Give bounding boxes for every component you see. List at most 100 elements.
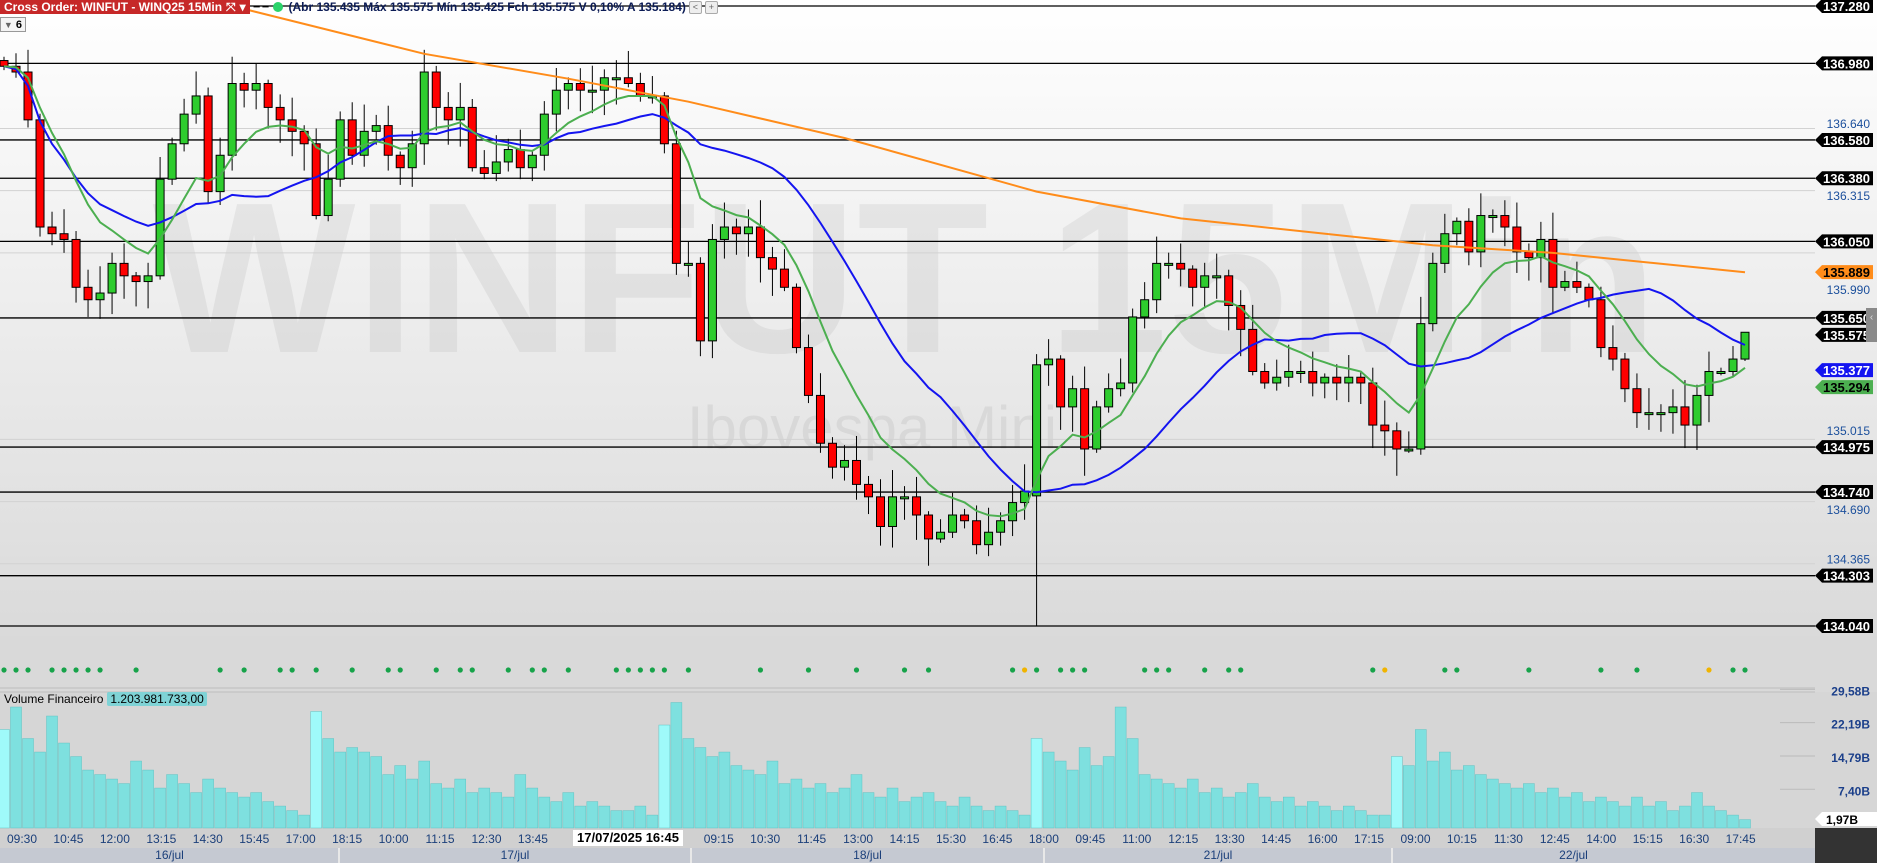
candle[interactable]	[71, 238, 81, 288]
candle[interactable]	[215, 154, 225, 193]
candle[interactable]	[1296, 370, 1306, 374]
candle[interactable]	[455, 106, 465, 121]
candle[interactable]	[407, 143, 417, 169]
candle[interactable]	[551, 89, 561, 115]
candle[interactable]	[1284, 370, 1294, 378]
candle[interactable]	[924, 514, 934, 540]
candle[interactable]	[1116, 382, 1126, 390]
candle[interactable]	[1668, 406, 1678, 414]
candle[interactable]	[1500, 215, 1510, 228]
candle[interactable]	[1680, 406, 1690, 426]
candle[interactable]	[599, 77, 609, 91]
candle[interactable]	[1452, 220, 1462, 235]
candle[interactable]	[1728, 358, 1738, 372]
candle[interactable]	[1560, 281, 1570, 288]
candle[interactable]	[587, 89, 597, 93]
crosshair-icon[interactable]: ⤧	[226, 0, 236, 14]
candle[interactable]	[251, 83, 261, 91]
candle[interactable]	[47, 226, 57, 235]
candle[interactable]	[695, 262, 705, 342]
candle[interactable]	[1620, 358, 1630, 390]
candle[interactable]	[515, 149, 525, 169]
candle[interactable]	[1716, 370, 1726, 374]
candle[interactable]	[239, 83, 249, 91]
candle[interactable]	[839, 459, 849, 468]
add-button[interactable]: +	[704, 0, 718, 14]
candle[interactable]	[1488, 215, 1498, 219]
candle[interactable]	[1584, 286, 1594, 301]
candle[interactable]	[143, 275, 153, 283]
candle[interactable]	[491, 161, 501, 174]
candle[interactable]	[1536, 238, 1546, 259]
candle[interactable]	[155, 178, 165, 277]
candle[interactable]	[948, 514, 958, 533]
candle[interactable]	[755, 226, 765, 259]
candle[interactable]	[1320, 376, 1330, 384]
candle[interactable]	[1188, 268, 1198, 288]
candle[interactable]	[719, 226, 729, 240]
candle[interactable]	[803, 347, 813, 396]
candle[interactable]	[1212, 275, 1222, 279]
candle[interactable]	[419, 71, 429, 145]
candle[interactable]	[1128, 316, 1138, 384]
candle[interactable]	[1200, 275, 1210, 288]
candle[interactable]	[1152, 262, 1162, 301]
time-axis[interactable]	[0, 828, 1815, 848]
chevron-down-icon[interactable]: ▾	[239, 0, 246, 14]
candle[interactable]	[863, 483, 873, 498]
candle[interactable]	[1332, 376, 1342, 384]
candle[interactable]	[767, 257, 777, 270]
candle[interactable]	[1308, 370, 1318, 384]
candle[interactable]	[275, 106, 285, 121]
candle[interactable]	[1512, 226, 1522, 253]
candle[interactable]	[1356, 376, 1366, 384]
candle[interactable]	[131, 275, 141, 283]
candle[interactable]	[1632, 388, 1642, 414]
candle[interactable]	[1740, 331, 1750, 360]
candle[interactable]	[1404, 448, 1414, 452]
candle[interactable]	[912, 496, 922, 516]
candle[interactable]	[1068, 388, 1078, 408]
candle[interactable]	[443, 106, 453, 121]
candle[interactable]	[563, 83, 573, 91]
candle[interactable]	[1080, 388, 1090, 450]
candle[interactable]	[707, 238, 717, 342]
candle[interactable]	[1644, 412, 1654, 416]
candle[interactable]	[383, 125, 393, 156]
candle[interactable]	[1344, 376, 1354, 384]
candle[interactable]	[972, 520, 982, 546]
candle[interactable]	[1524, 251, 1534, 259]
candle[interactable]	[936, 531, 946, 540]
candle[interactable]	[1572, 281, 1582, 288]
candle[interactable]	[1104, 388, 1114, 408]
candle[interactable]	[1044, 358, 1054, 366]
candle[interactable]	[1140, 299, 1150, 318]
candle[interactable]	[119, 262, 129, 277]
candle[interactable]	[203, 95, 213, 193]
candle[interactable]	[311, 143, 321, 217]
candle[interactable]	[35, 119, 45, 228]
candle[interactable]	[1392, 430, 1402, 450]
candle[interactable]	[395, 154, 405, 169]
candle[interactable]	[1260, 370, 1270, 384]
candle[interactable]	[791, 286, 801, 349]
candle[interactable]	[1656, 412, 1666, 416]
candle[interactable]	[815, 394, 825, 444]
candle[interactable]	[1692, 394, 1702, 426]
candle[interactable]	[83, 286, 93, 301]
candle[interactable]	[1224, 275, 1234, 306]
candle[interactable]	[1476, 215, 1486, 253]
candle[interactable]	[1236, 304, 1246, 330]
candle[interactable]	[539, 113, 549, 156]
candle[interactable]	[479, 167, 489, 174]
candle[interactable]	[1248, 328, 1258, 372]
candle[interactable]	[1380, 424, 1390, 432]
candle[interactable]	[984, 531, 994, 546]
candle[interactable]	[347, 119, 357, 156]
candle[interactable]	[671, 143, 681, 264]
candle[interactable]	[900, 496, 910, 500]
candle[interactable]	[635, 83, 645, 97]
cross-order-button[interactable]: Cross Order: WINFUT - WINQ25 15Min ⤧ ▾	[0, 0, 250, 14]
candle[interactable]	[1092, 406, 1102, 450]
